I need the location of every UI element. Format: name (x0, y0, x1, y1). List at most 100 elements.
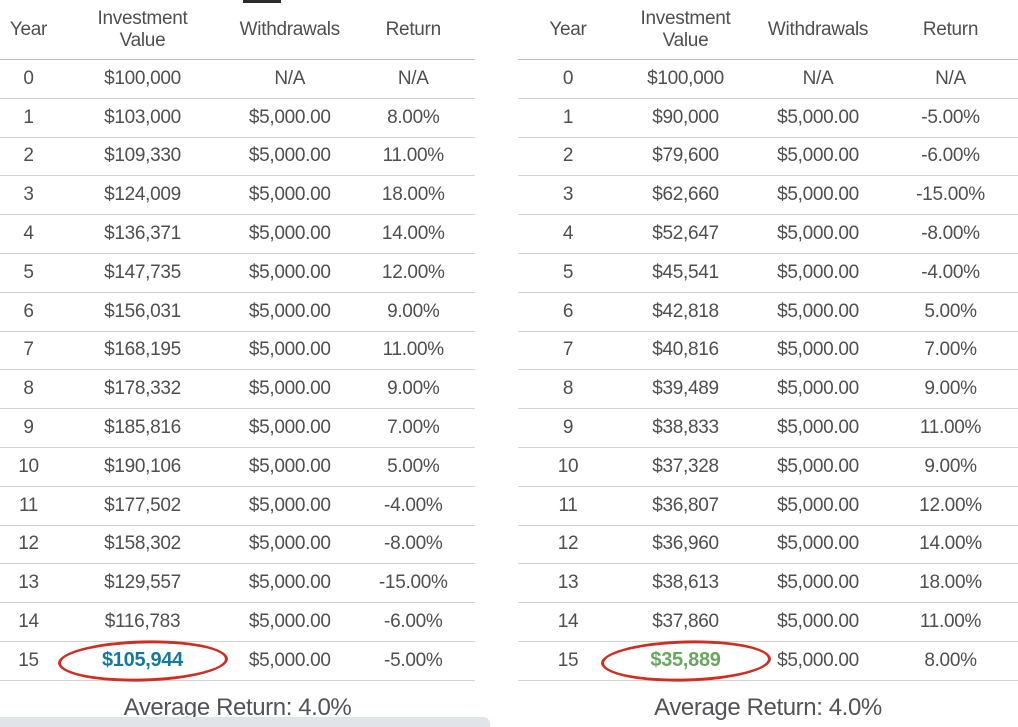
table-row: 7 $40,816 $5,000.00 7.00% (518, 332, 1018, 371)
table-row: 14 $116,783 $5,000.00 -6.00% (0, 603, 475, 642)
column-header: Withdrawals (239, 18, 340, 40)
table-cell: 14 (557, 611, 579, 633)
table-row: 12 $158,302 $5,000.00 -8.00% (0, 526, 475, 565)
table-cell: $129,557 (104, 572, 181, 594)
table-cell: $38,833 (652, 417, 719, 439)
table-row: 2 $109,330 $5,000.00 11.00% (0, 138, 475, 177)
table-cell: 14.00% (919, 533, 982, 555)
table-cell: $5,000.00 (248, 184, 331, 206)
table-cell: $100,000 (647, 67, 724, 89)
returns-table-left: Year Investment Value Withdrawals Return 0 $… (0, 0, 475, 722)
table-cell: $190,106 (104, 455, 181, 477)
table-cell: N/A (274, 67, 306, 89)
table-cell: -4.00% (921, 261, 980, 283)
table-cell: $5,000.00 (777, 533, 859, 555)
column-header: Year (549, 18, 587, 40)
table-cell: $37,328 (652, 455, 719, 477)
table-cell: 5 (562, 261, 574, 283)
table-row: 5 $147,735 $5,000.00 12.00% (0, 254, 475, 293)
table-cell: -5.00% (921, 106, 980, 128)
table-cell: -4.00% (384, 494, 443, 516)
table-cell: $109,330 (104, 145, 181, 167)
table-cell: $5,000.00 (248, 145, 331, 167)
table-cell: 11 (18, 494, 39, 516)
table-row: 2 $79,600 $5,000.00 -6.00% (518, 138, 1018, 177)
table-row: 11 $36,807 $5,000.00 12.00% (518, 487, 1018, 526)
table-cell: $5,000.00 (248, 494, 331, 516)
table-cell: $42,818 (652, 300, 719, 322)
table-cell: 0 (562, 67, 574, 89)
table-cell: $156,031 (104, 300, 181, 322)
table-cell: 11.00% (382, 145, 445, 167)
table-row: 6 $156,031 $5,000.00 9.00% (0, 293, 475, 332)
table-cell: $79,600 (652, 145, 719, 167)
table-cell: 0 (23, 67, 34, 89)
table-cell: 5.00% (924, 300, 977, 322)
table-cell: 5 (23, 261, 34, 283)
table-cell: 9.00% (387, 378, 440, 400)
column-header: Withdrawals (767, 18, 869, 40)
header-row: Year Investment Value Withdrawals Return (0, 0, 475, 60)
table-cell: $5,000.00 (248, 572, 331, 594)
table-cell: -15.00% (378, 572, 448, 594)
table-cell: 8.00% (924, 649, 977, 671)
table-cell: -8.00% (921, 223, 980, 245)
table-cell: 6 (562, 300, 574, 322)
top-crop-mark (243, 0, 281, 3)
highlighted-value: $105,944 (101, 649, 184, 672)
table-cell: $168,195 (104, 339, 181, 361)
table-cell: -6.00% (921, 145, 980, 167)
table-row: 6 $42,818 $5,000.00 5.00% (518, 293, 1018, 332)
table-cell: $5,000.00 (248, 378, 331, 400)
table-cell: $38,613 (652, 572, 719, 594)
table-cell: 12 (557, 533, 579, 555)
table-cell: $5,000.00 (777, 611, 859, 633)
table-cell: 2 (562, 145, 574, 167)
table-row: 8 $39,489 $5,000.00 9.00% (518, 370, 1018, 410)
highlighted-value: $35,889 (650, 649, 721, 672)
table-cell: $5,000.00 (248, 106, 331, 128)
table-cell: $5,000.00 (777, 184, 859, 206)
table-cell: $5,000.00 (248, 533, 331, 555)
table-cell: $5,000.00 (777, 649, 859, 671)
table-cell: $136,371 (104, 223, 181, 245)
table-cell: 11 (558, 494, 578, 516)
column-header: Year (9, 18, 48, 40)
table-cell: $5,000.00 (248, 649, 331, 671)
table-row: 13 $129,557 $5,000.00 -15.00% (0, 564, 475, 604)
table-row: 10 $190,106 $5,000.00 5.00% (0, 448, 475, 487)
table-row: 7 $168,195 $5,000.00 11.00% (0, 332, 475, 371)
table-cell: $39,489 (652, 378, 719, 400)
table-cell: 9.00% (924, 378, 977, 400)
table-cell: $103,000 (104, 106, 181, 128)
table-cell: 9 (23, 417, 34, 439)
average-return-label: Average Return: 4.0% (123, 693, 352, 721)
table-body: 0 $100,000 N/A N/A 1 $90,000 $5,000.00 -5.00% 2 $… (518, 60, 1018, 684)
table-cell: 2 (23, 145, 34, 167)
table-cell: N/A (935, 67, 966, 89)
table-cell: $5,000.00 (777, 145, 859, 167)
table-cell: $5,000.00 (248, 417, 331, 439)
table-cell: 12 (18, 533, 39, 555)
table-row: 8 $178,332 $5,000.00 9.00% (0, 370, 475, 410)
table-cell: $5,000.00 (777, 223, 859, 245)
table-cell: $5,000.00 (248, 300, 331, 322)
table-cell: 7.00% (924, 339, 977, 361)
table-row: 9 $185,816 $5,000.00 7.00% (0, 409, 475, 448)
table-row: 0 $100,000 N/A N/A (0, 60, 475, 99)
table-row: 0 $100,000 N/A N/A (518, 60, 1018, 99)
column-header: Investment Value (97, 7, 188, 51)
column-header: Investment Value (640, 7, 731, 51)
table-cell: $185,816 (104, 417, 181, 439)
table-row: 11 $177,502 $5,000.00 -4.00% (0, 487, 475, 526)
table-cell: 12.00% (919, 494, 982, 516)
table-cell: 18.00% (381, 184, 445, 206)
table-cell: 12.00% (381, 261, 445, 283)
table-row: 12 $36,960 $5,000.00 14.00% (518, 526, 1018, 565)
table-cell: -5.00% (384, 649, 443, 671)
table-cell: 4 (562, 223, 574, 245)
table-cell: $5,000.00 (248, 611, 331, 633)
table-cell: $147,735 (104, 261, 181, 283)
table-row: 3 $124,009 $5,000.00 18.00% (0, 176, 475, 216)
table-cell: $52,647 (652, 223, 719, 245)
